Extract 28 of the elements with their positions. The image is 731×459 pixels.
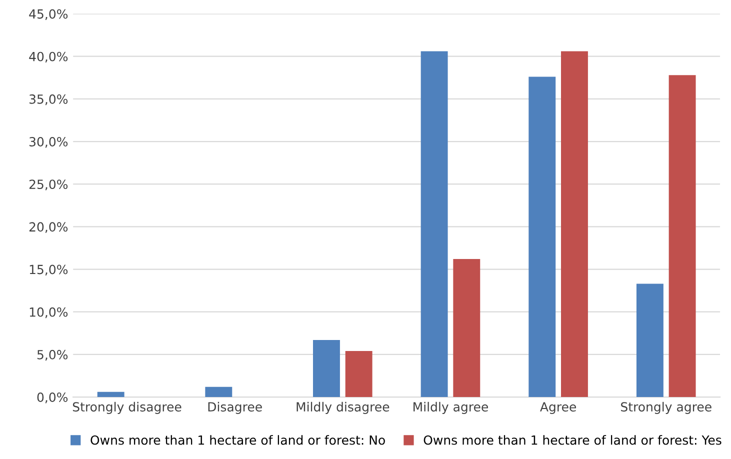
- bar: [97, 392, 124, 398]
- x-tick-label: Strongly disagree: [72, 402, 182, 414]
- bar: [636, 284, 664, 398]
- y-tick-label: 0,0%: [37, 392, 68, 404]
- bar: [528, 76, 556, 398]
- y-tick-label: 20,0%: [29, 222, 68, 233]
- bar: [560, 51, 588, 398]
- y-tick-label: 25,0%: [29, 180, 68, 190]
- x-tick-label: Agree: [540, 402, 576, 414]
- bar: [205, 386, 232, 398]
- y-tick-label: 30,0%: [29, 136, 68, 148]
- bar: [668, 75, 696, 398]
- legend-label: Owns more than 1 hectare of land or forest: Yes: [424, 435, 722, 445]
- legend-label: Owns more than 1 hectare of land or forest: No: [90, 435, 385, 445]
- y-tick-label: 40,0%: [29, 52, 68, 63]
- y-tick-label: 45,0%: [29, 9, 68, 20]
- bar: [345, 351, 372, 398]
- x-tick-label: Mildly agree: [414, 402, 488, 414]
- y-tick-label: 10,0%: [30, 307, 68, 318]
- y-tick-label: 35,0%: [29, 94, 68, 106]
- bar: [313, 340, 340, 398]
- y-tick-label: 5,0%: [37, 350, 68, 361]
- bar: [420, 51, 448, 398]
- x-tick-label: Disagree: [208, 402, 262, 414]
- x-tick-label: Strongly agree: [621, 402, 712, 414]
- x-tick-label: Mildly disagree: [296, 402, 390, 414]
- bar: [453, 259, 480, 398]
- y-tick-label: 15,0%: [30, 264, 68, 276]
